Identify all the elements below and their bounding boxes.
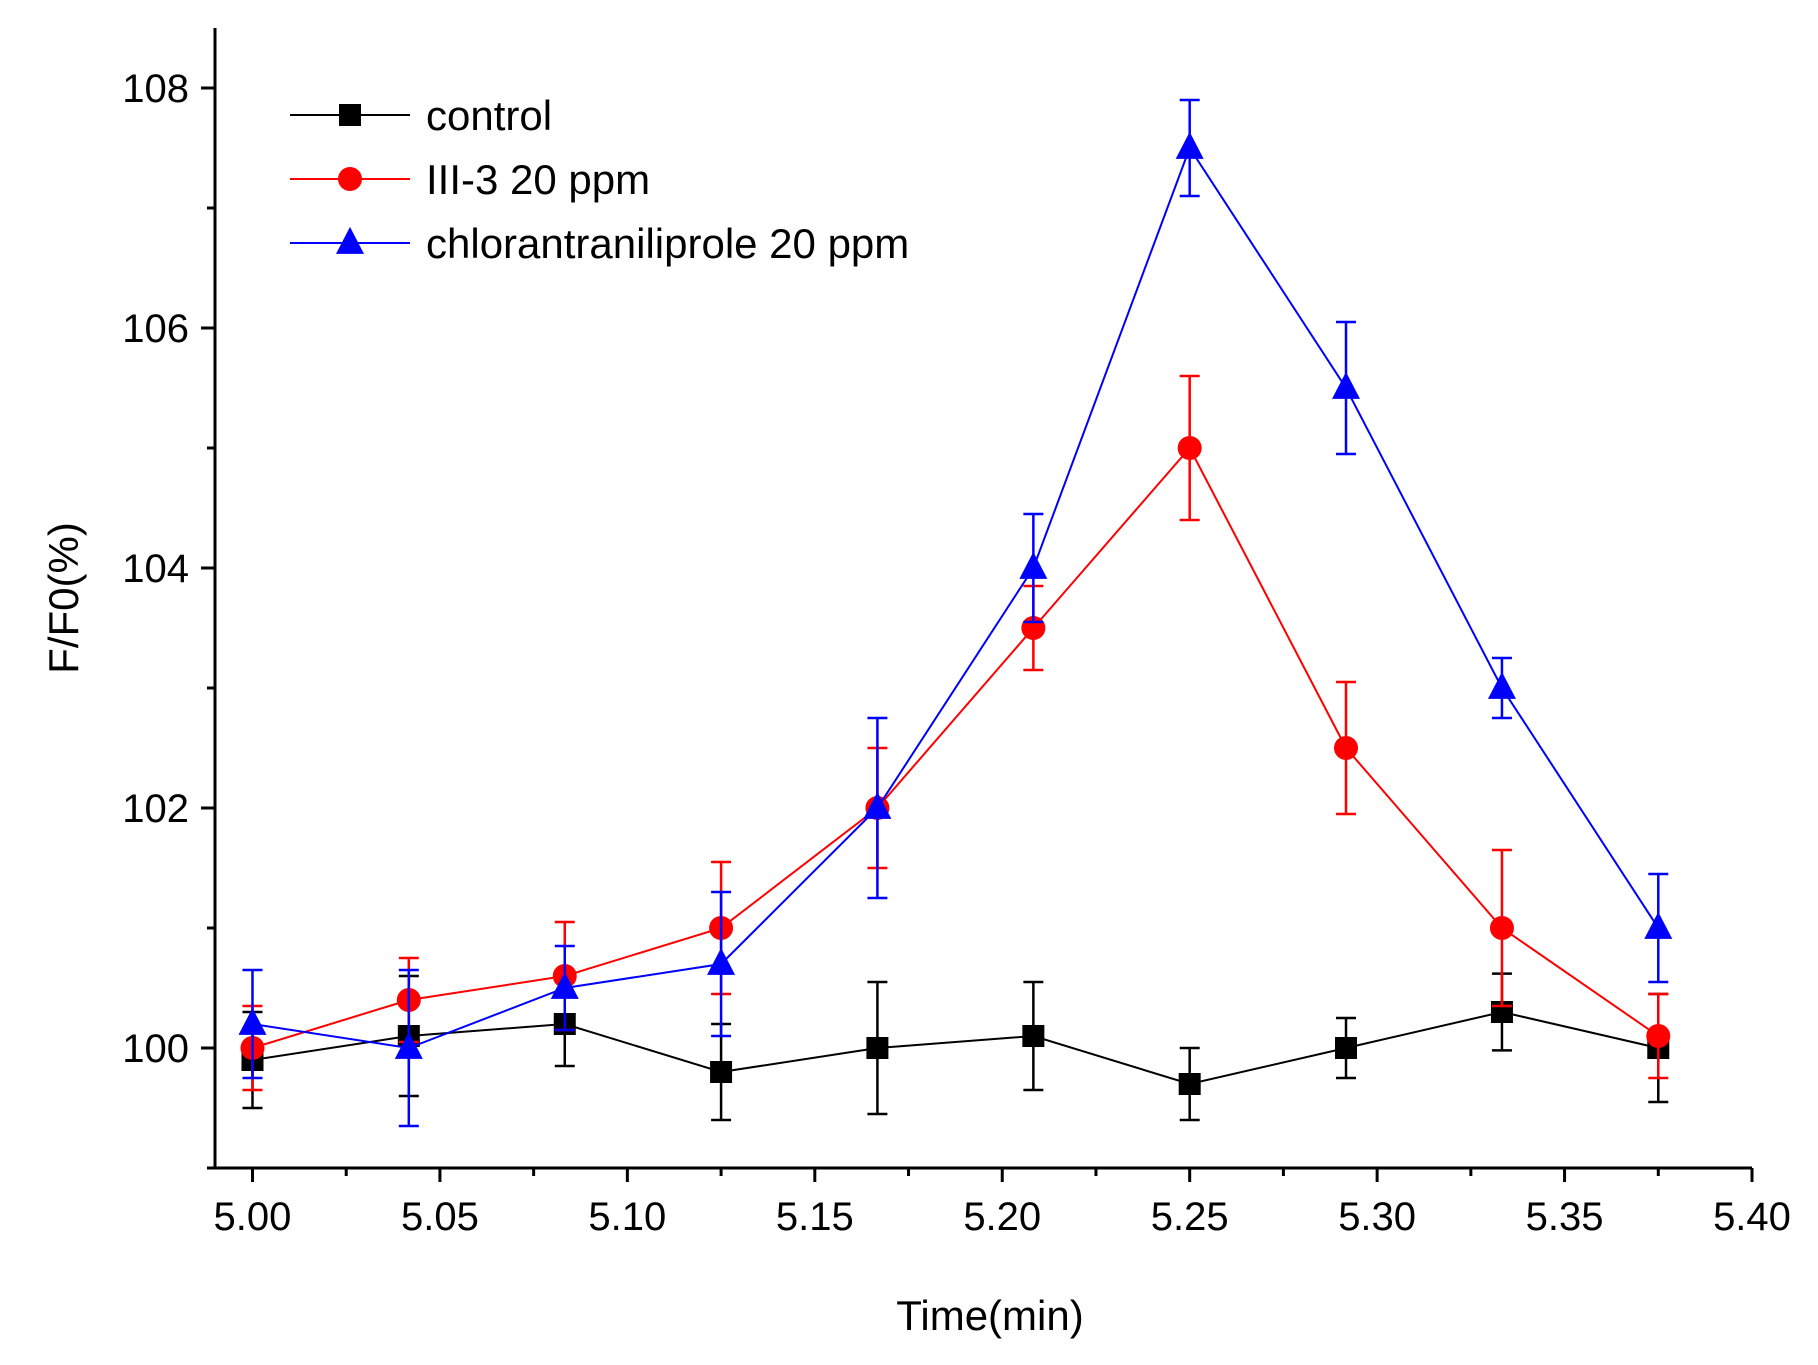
x-tick-label: 5.35 <box>1526 1195 1604 1239</box>
y-tick-label: 102 <box>122 787 189 831</box>
y-tick-label: 106 <box>122 307 189 351</box>
data-point <box>707 947 736 975</box>
y-tick-label: 108 <box>122 67 189 111</box>
plot-lines <box>238 98 1673 1128</box>
data-point <box>1489 916 1514 940</box>
data-point <box>1487 671 1516 699</box>
x-tick-label: 5.10 <box>588 1195 666 1239</box>
data-point <box>1644 911 1673 939</box>
y-tick-label: 104 <box>122 547 189 591</box>
data-point <box>1175 131 1204 159</box>
legend-item-0: control <box>290 92 552 139</box>
y-tick-label: 100 <box>122 1027 189 1071</box>
x-tick-label: 5.05 <box>401 1195 479 1239</box>
data-point <box>866 1037 889 1059</box>
data-point <box>710 1061 733 1083</box>
legend-label: control <box>426 92 552 139</box>
data-point <box>394 1031 423 1059</box>
data-point <box>1646 1024 1671 1048</box>
x-tick-label: 5.40 <box>1713 1195 1791 1239</box>
data-point <box>1178 1073 1201 1095</box>
data-point <box>1022 1025 1045 1047</box>
series-1 <box>240 374 1671 1092</box>
data-point <box>1019 551 1048 579</box>
legend-marker <box>336 226 364 254</box>
data-point <box>1335 1037 1358 1059</box>
x-tick-label: 5.20 <box>963 1195 1041 1239</box>
series-line <box>252 1010 1659 1086</box>
series-2 <box>238 98 1673 1128</box>
data-point <box>1332 371 1361 399</box>
data-point <box>238 1007 267 1035</box>
x-tick-label: 5.00 <box>214 1195 292 1239</box>
legend: control III-3 20 ppm chlorantraniliprole 2… <box>290 92 909 267</box>
data-point <box>1334 736 1359 760</box>
legend-label: chlorantraniliprole 20 ppm <box>426 220 909 267</box>
x-tick-label: 5.30 <box>1338 1195 1416 1239</box>
legend-item-2: chlorantraniliprole 20 ppm <box>290 220 909 267</box>
legend-item-1: III-3 20 ppm <box>290 156 650 203</box>
series-line <box>252 145 1660 1050</box>
series-0 <box>241 972 1670 1122</box>
axes: 5.00 5.05 5.10 5.15 5.20 5.25 5.30 5.35 5.40 100 1… <box>122 28 1791 1239</box>
data-point <box>550 971 579 999</box>
legend-marker <box>339 104 361 126</box>
x-tick-label: 5.25 <box>1151 1195 1229 1239</box>
x-axis-title: Time(min) <box>896 1292 1083 1339</box>
y-axis-title: F/F0(%) <box>40 522 87 674</box>
series-line <box>252 446 1659 1049</box>
legend-marker <box>338 167 362 191</box>
legend-label: III-3 20 ppm <box>426 156 650 203</box>
data-point <box>1177 436 1202 460</box>
x-tick-label: 5.15 <box>776 1195 854 1239</box>
data-point <box>863 791 892 819</box>
